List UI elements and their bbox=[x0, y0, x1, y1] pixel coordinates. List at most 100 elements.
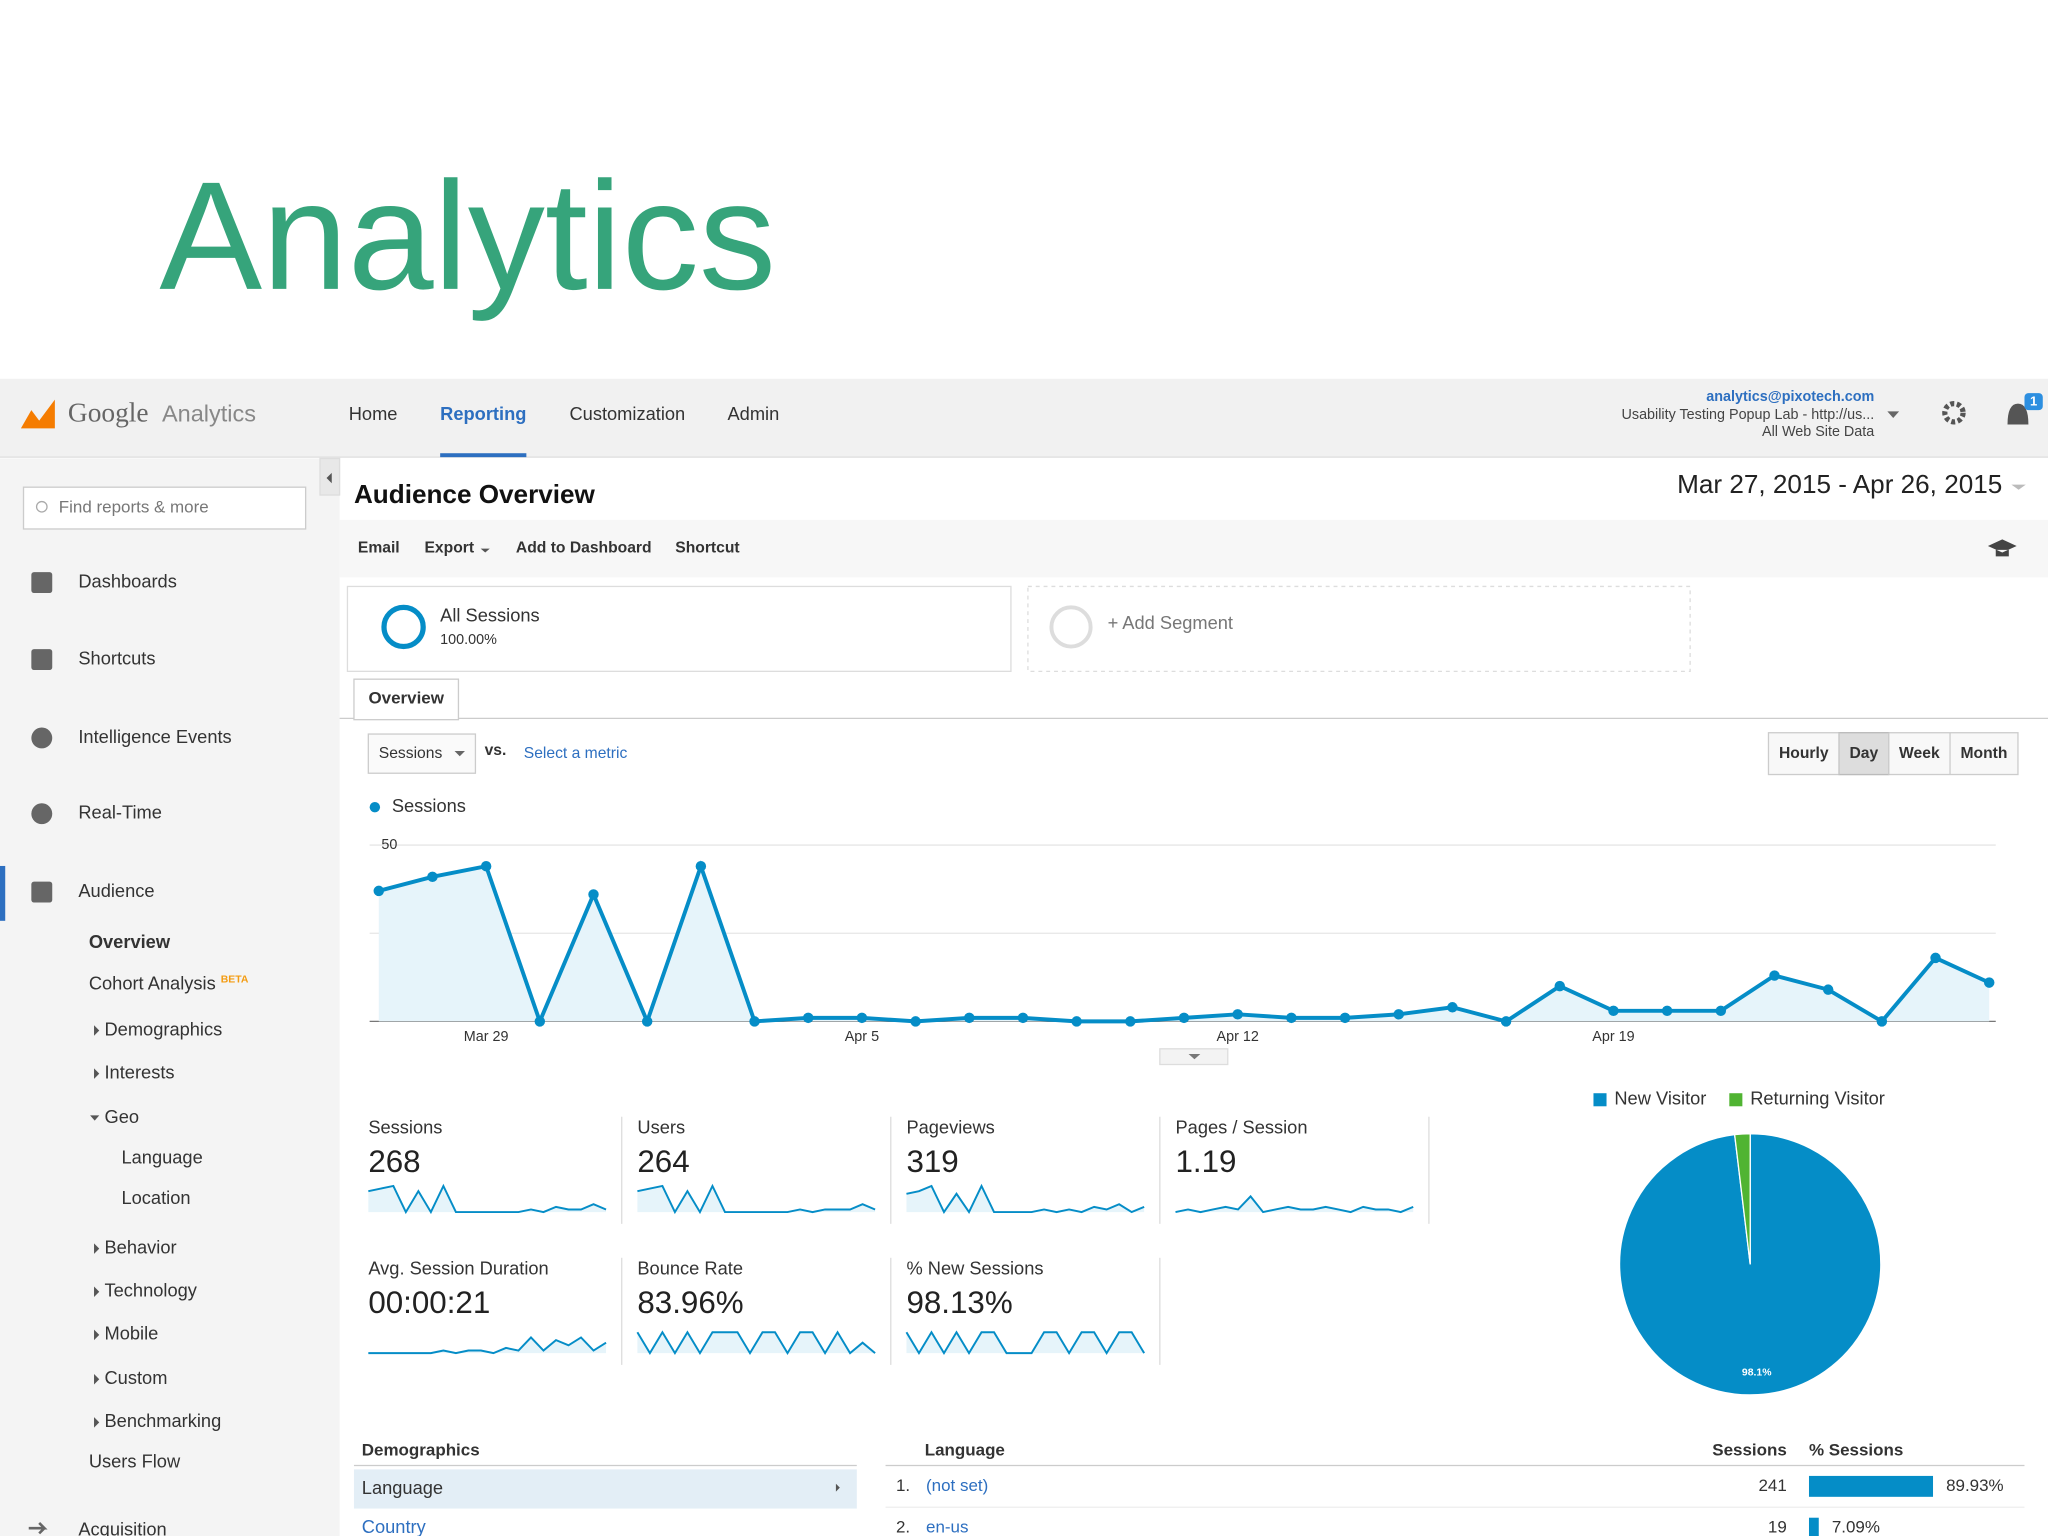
point bbox=[1984, 977, 1995, 988]
share-label: 7.09% bbox=[1832, 1518, 1880, 1536]
row-name[interactable]: (not set) bbox=[926, 1476, 988, 1495]
nav-item[interactable]: Demographics bbox=[104, 1018, 222, 1039]
settings-icon[interactable] bbox=[1942, 400, 1966, 425]
point bbox=[1715, 1005, 1727, 1017]
demo-row[interactable]: Language bbox=[362, 1477, 443, 1498]
nav-item[interactable]: Customization bbox=[569, 403, 685, 424]
granularity-button[interactable]: Month bbox=[1961, 745, 2008, 762]
point bbox=[1447, 1002, 1458, 1013]
demo-row[interactable]: Country bbox=[362, 1516, 427, 1536]
point bbox=[1286, 1012, 1297, 1024]
point bbox=[1017, 1012, 1029, 1024]
toolbar-item[interactable]: Shortcut bbox=[675, 540, 740, 557]
export-arrow bbox=[480, 548, 490, 553]
nav-item[interactable]: Overview bbox=[89, 931, 171, 952]
x-tick-label: Apr 5 bbox=[845, 1029, 879, 1045]
sparkline bbox=[368, 1183, 607, 1215]
account-email: analytics@pixotech.com bbox=[1706, 389, 1874, 405]
granularity-button[interactable]: Week bbox=[1899, 745, 1940, 762]
section-icon bbox=[31, 803, 53, 825]
section-icon bbox=[31, 881, 53, 903]
nav-item[interactable]: Reporting bbox=[440, 403, 526, 424]
logo-brand: Google bbox=[68, 398, 149, 428]
pie-label: 98.1% bbox=[1742, 1368, 1772, 1379]
nav-section[interactable]: Acquisition bbox=[78, 1519, 166, 1536]
sparkline bbox=[906, 1183, 1145, 1215]
toolbar-item[interactable]: Email bbox=[358, 540, 400, 557]
nav-item[interactable]: Benchmarking bbox=[104, 1410, 221, 1431]
nav-item[interactable]: Users Flow bbox=[89, 1451, 181, 1472]
nav-section[interactable]: Real-Time bbox=[78, 802, 162, 823]
nav-item[interactable]: Behavior bbox=[104, 1236, 176, 1257]
slide-title: Analytics bbox=[159, 149, 776, 322]
nav-item[interactable]: Language bbox=[121, 1146, 202, 1167]
nav-section[interactable]: Dashboards bbox=[78, 570, 176, 591]
tab[interactable] bbox=[353, 678, 460, 721]
date-range[interactable]: Mar 27, 2015 - Apr 26, 2015 bbox=[1677, 469, 2002, 499]
granularity bbox=[1767, 732, 2019, 776]
point bbox=[1554, 980, 1565, 992]
vs: vs. bbox=[485, 742, 507, 759]
nav-item[interactable]: Mobile bbox=[104, 1323, 158, 1344]
row-sessions: 241 bbox=[1758, 1476, 1786, 1495]
add-segment[interactable]: + Add Segment bbox=[1108, 612, 1233, 633]
nav-item[interactable]: Location bbox=[121, 1187, 190, 1208]
nav-section[interactable]: Shortcuts bbox=[78, 647, 155, 668]
sparkline-area bbox=[906, 1332, 1145, 1354]
nav-item[interactable]: Admin bbox=[728, 403, 780, 424]
toolbar-item[interactable]: Export bbox=[424, 540, 474, 557]
metric-value: 264 bbox=[637, 1144, 689, 1179]
column-header: % Sessions bbox=[1809, 1441, 1903, 1460]
point bbox=[1071, 1016, 1082, 1027]
nav-item[interactable]: Custom bbox=[104, 1367, 167, 1388]
nav-item[interactable]: Interests bbox=[104, 1061, 174, 1082]
add-segment-ring bbox=[1049, 605, 1093, 649]
point bbox=[427, 871, 438, 883]
metric-label: Sessions bbox=[368, 1116, 442, 1137]
demo-selected[interactable] bbox=[353, 1469, 857, 1509]
share-label: 89.93% bbox=[1946, 1476, 2004, 1495]
nav-section[interactable]: Audience bbox=[78, 880, 154, 901]
select-metric[interactable]: Select a metric bbox=[524, 745, 628, 762]
point bbox=[641, 1016, 653, 1027]
nav-item[interactable]: Geo bbox=[104, 1106, 139, 1127]
sparkline bbox=[637, 1183, 876, 1215]
legend-swatch bbox=[1593, 1093, 1607, 1107]
add-segment-box[interactable] bbox=[1027, 585, 1691, 672]
section-icon bbox=[31, 649, 53, 671]
collapse-icon bbox=[326, 472, 332, 484]
point bbox=[588, 889, 599, 900]
metric-value: 268 bbox=[368, 1144, 420, 1179]
nav-item[interactable]: Technology bbox=[104, 1280, 197, 1301]
metric-name: Sessions bbox=[379, 745, 443, 762]
pie-slice bbox=[1733, 1133, 1751, 1265]
account-view: All Web Site Data bbox=[1762, 424, 1874, 440]
row-name[interactable]: en-us bbox=[926, 1518, 968, 1536]
nav-item[interactable]: Home bbox=[349, 403, 398, 424]
granularity-button[interactable]: Hourly bbox=[1779, 745, 1829, 762]
point bbox=[1500, 1016, 1512, 1027]
toolbar-item[interactable]: Add to Dashboard bbox=[516, 540, 652, 557]
account-arrow[interactable] bbox=[1887, 411, 1900, 418]
point bbox=[534, 1016, 546, 1027]
account-property: Usability Testing Popup Lab - http://us.… bbox=[1622, 407, 1875, 423]
select-arrow bbox=[454, 751, 465, 757]
sparkline-area bbox=[368, 1337, 607, 1354]
search-box[interactable] bbox=[22, 486, 307, 530]
section-title: Demographics bbox=[362, 1441, 480, 1460]
logo-icon bbox=[20, 399, 55, 429]
toolbar bbox=[339, 519, 2048, 578]
nav-item[interactable]: Cohort Analysis bbox=[89, 973, 216, 994]
expand-icon bbox=[94, 1417, 100, 1428]
bell-icon[interactable] bbox=[2007, 403, 2029, 425]
point bbox=[695, 860, 707, 872]
metric-label: Pages / Session bbox=[1176, 1116, 1308, 1137]
sparkline bbox=[905, 1330, 1146, 1356]
nav-section[interactable]: Intelligence Events bbox=[78, 726, 231, 747]
segment-box[interactable] bbox=[346, 585, 1012, 672]
row-rank: 2. bbox=[896, 1518, 910, 1536]
column-header: Language bbox=[925, 1441, 1005, 1460]
granularity-button[interactable]: Day bbox=[1849, 745, 1878, 762]
segment-ring bbox=[381, 604, 426, 650]
